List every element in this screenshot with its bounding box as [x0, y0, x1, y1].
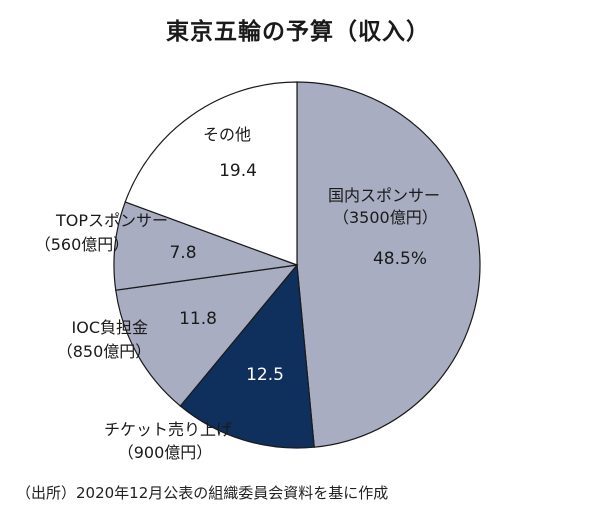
- pie-slice: [124, 81, 298, 266]
- slice-value-label: 19.4: [219, 161, 257, 181]
- slice-amount-label: （560億円）: [35, 235, 130, 254]
- pie-slice: [179, 263, 315, 449]
- slice-value-label: 7.8: [169, 243, 196, 263]
- slice-value-label: 11.8: [179, 309, 217, 329]
- pie-slice: [115, 264, 299, 407]
- slice-name-label: IOC負担金: [72, 318, 149, 337]
- slice-amount-label: （900億円）: [118, 443, 213, 462]
- source-note: （出所）2020年12月公表の組織委員会資料を基に作成: [16, 484, 389, 502]
- slice-value-label: 48.5%: [373, 249, 427, 269]
- slice-name-label: TOPスポンサー: [55, 211, 168, 230]
- slice-name-label: チケット売り上げ: [104, 420, 232, 439]
- slice-name-label: 国内スポンサー: [328, 186, 440, 205]
- slice-amount-label: （3500億円）: [333, 208, 438, 227]
- slice-name-label: その他: [203, 125, 251, 144]
- chart-title: 東京五輪の予算（収入）: [166, 19, 430, 45]
- slice-amount-label: （850億円）: [57, 342, 152, 361]
- pie-slice: [296, 81, 481, 448]
- slice-value-label: 12.5: [246, 365, 284, 385]
